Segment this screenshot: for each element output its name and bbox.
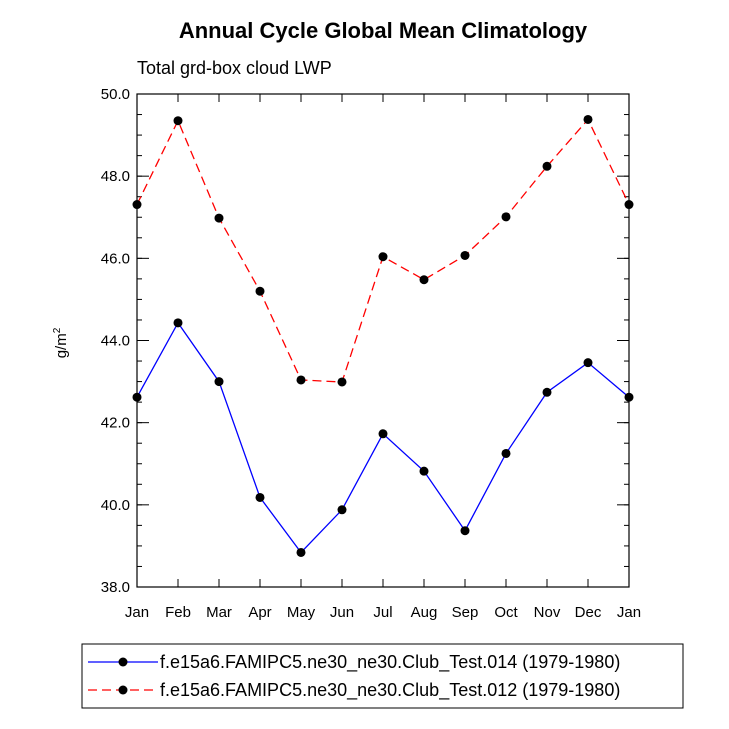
series-2-point [583, 114, 593, 124]
series-2-point [173, 116, 183, 126]
legend: f.e15a6.FAMIPC5.ne30_ne30.Club_Test.014 … [88, 652, 620, 701]
y-tick-label: 44.0 [101, 333, 130, 350]
series-1-point [501, 448, 511, 458]
series-2-point [501, 212, 511, 222]
x-tick-label: Jun [330, 604, 354, 621]
series-1-point [542, 387, 552, 397]
y-axis-label: g/m2 [52, 327, 70, 358]
series-1-point [296, 547, 306, 557]
series-2-point [214, 213, 224, 223]
series-1-point [173, 318, 183, 328]
series-1-point [214, 377, 224, 387]
axis-ticks: Jan Feb Mar Apr May Jun Jul Aug Sep Oct Nov Dec Jan 3… [101, 86, 641, 621]
legend-box [81, 643, 684, 709]
series-1-point [337, 505, 347, 515]
x-tick-label: May [287, 604, 316, 621]
x-tick-label: Jan [125, 604, 149, 621]
x-tick-label: Mar [206, 604, 232, 621]
x-tick-label: Jan [617, 604, 641, 621]
x-tick-label: Aug [411, 604, 438, 621]
y-tick-label: 40.0 [101, 497, 130, 514]
y-tick-label: 42.0 [101, 415, 130, 432]
x-tick-label: Sep [452, 604, 479, 621]
series-1-point [378, 429, 388, 439]
y-tick-label: 46.0 [101, 250, 130, 267]
chart-subtitle: Total grd-box cloud LWP [137, 58, 332, 78]
y-axis-label-text: g/m [53, 333, 70, 358]
series-2-point [378, 252, 388, 262]
legend-marker-2 [118, 685, 128, 695]
y-axis-label-superscript: 2 [52, 327, 63, 333]
x-tick-label: Dec [575, 604, 602, 621]
series-1-point [255, 492, 265, 502]
plot-series [132, 114, 634, 557]
series-line-2 [136, 118, 630, 383]
x-tick-label: Jul [373, 604, 392, 621]
series-2-point [542, 161, 552, 171]
y-tick-label: 38.0 [101, 579, 130, 596]
legend-label-2: f.e15a6.FAMIPC5.ne30_ne30.Club_Test.012 … [160, 680, 620, 701]
y-tick-label: 48.0 [101, 168, 130, 185]
series-1-point [583, 358, 593, 368]
series-2-point [419, 275, 429, 285]
x-tick-label: Oct [494, 604, 518, 621]
plot-frame [136, 93, 630, 588]
x-tick-label: Apr [248, 604, 271, 621]
series-2-point [296, 375, 306, 385]
series-2-point [460, 250, 470, 260]
x-tick-label: Nov [534, 604, 561, 621]
series-2-point [255, 286, 265, 296]
chart-title: Annual Cycle Global Mean Climatology [179, 18, 588, 43]
x-tick-label: Feb [165, 604, 191, 621]
y-tick-label: 50.0 [101, 86, 130, 103]
series-1-point [460, 526, 470, 536]
series-1-point [419, 466, 429, 476]
legend-label-1: f.e15a6.FAMIPC5.ne30_ne30.Club_Test.014 … [160, 652, 620, 673]
legend-marker-1 [118, 657, 128, 667]
series-2-point [337, 377, 347, 387]
